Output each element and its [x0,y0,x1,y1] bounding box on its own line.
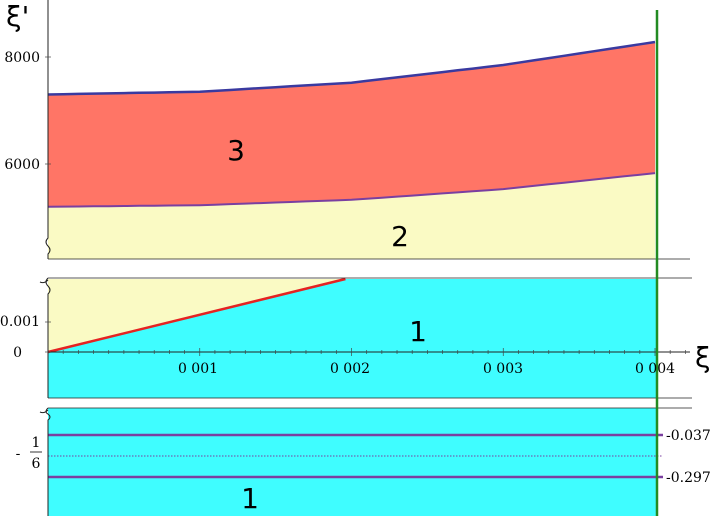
x-tick-label-0.004: 0 004 [635,361,675,377]
axis-break-mark [39,279,49,284]
x-tick-label-0.001: 0 001 [178,361,218,377]
x-tick-label-0.002: 0 002 [330,361,370,377]
region-label-2: 2 [391,220,409,253]
y-tick-label-0: 0 [13,345,22,361]
y-tick-label-minus-0.037: -0.037 [666,428,711,444]
minus-sign: - [16,446,21,462]
axis-break-mark [39,409,49,414]
y-axis-top [45,0,51,259]
x-axis-label: ξ [695,341,711,374]
x-tick-label-0.003: 0 003 [483,361,523,377]
tick-marks [45,56,686,356]
y-axis-label: ξ' [6,0,29,33]
y-axis-middle [45,277,51,398]
axes [39,0,690,516]
fraction-numerator: 1 [32,435,41,451]
region-label-1-bottom: 1 [241,482,259,515]
region-3-fill [48,42,655,207]
y-tick-label-minus-one-sixth: - 1 6 [16,435,42,472]
red-boundary-line [47,277,346,354]
fraction-denominator: 6 [32,456,41,472]
y-tick-label-6000: 6000 [4,157,40,173]
y-tick-label-0.001: 0.001 [0,314,40,330]
y-axis-bottom [45,407,51,516]
region-3-lower-boundary [47,172,656,208]
panel-frames [48,258,692,409]
y-tick-label-minus-0.297: -0.297 [666,470,711,486]
region-3-upper-boundary [47,40,656,96]
region-2-fill [48,173,655,259]
region-label-1-middle: 1 [409,315,427,348]
region-1-fill-bottom [48,408,657,516]
region-label-3: 3 [227,134,245,167]
horizontal-lines [48,433,663,479]
y-tick-label-8000: 8000 [4,50,40,66]
